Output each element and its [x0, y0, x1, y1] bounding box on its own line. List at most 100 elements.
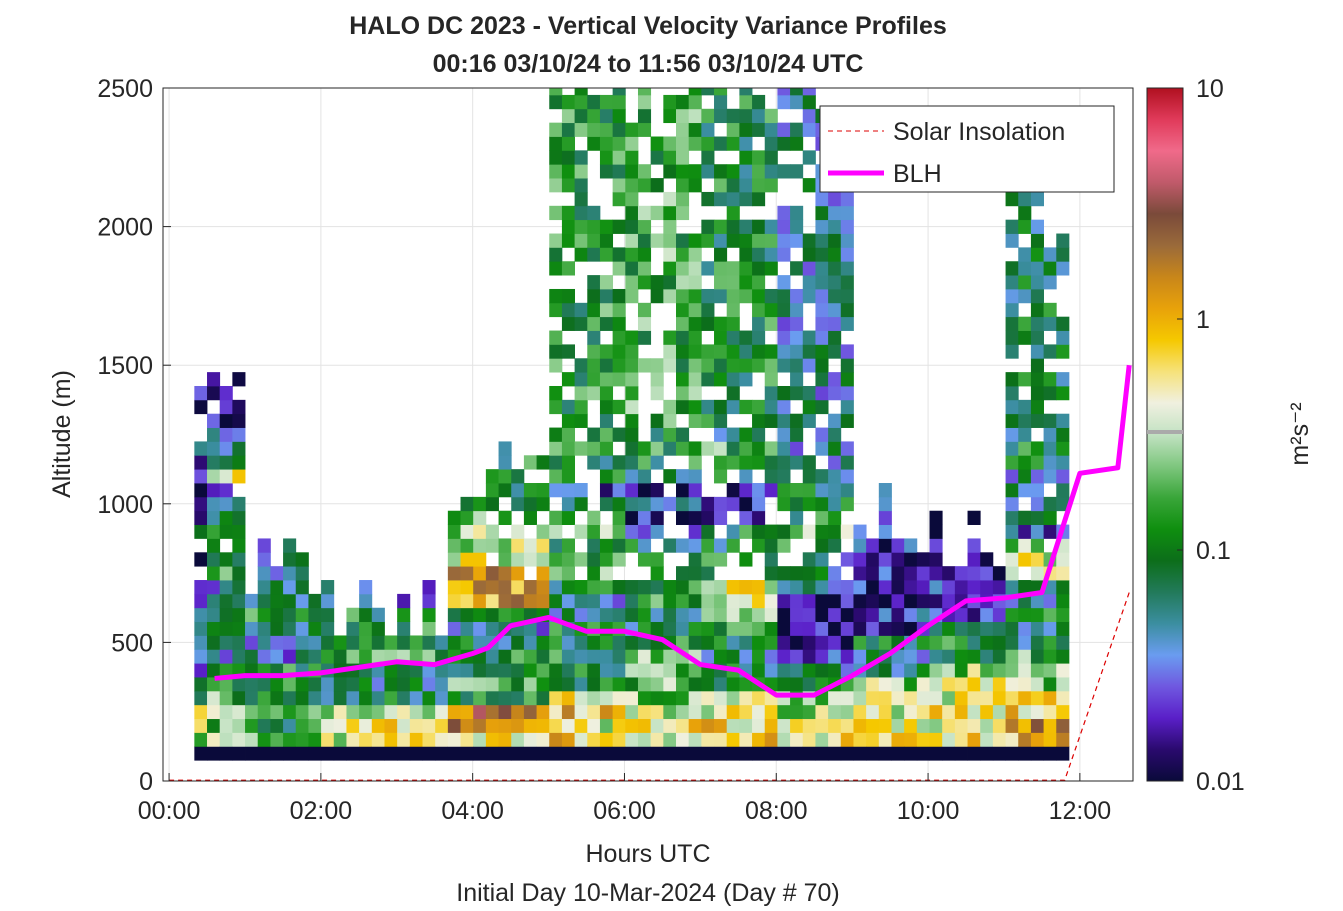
heatmap-cell [790, 344, 804, 359]
heatmap-cell [1018, 649, 1032, 664]
heatmap-cell [1005, 718, 1019, 733]
heatmap-cell [650, 690, 664, 706]
heatmap-cell [257, 649, 271, 664]
heatmap-cell [828, 344, 842, 359]
heatmap-cell [980, 566, 994, 581]
heatmap-cell [726, 372, 740, 387]
heatmap-cell [739, 524, 753, 539]
heatmap-cell [828, 580, 842, 595]
heatmap-cell [714, 372, 728, 387]
heatmap-cell [1056, 330, 1070, 345]
heatmap-cell [587, 510, 601, 525]
heatmap-cell [523, 593, 537, 609]
heatmap-cell [587, 524, 601, 539]
heatmap-cell [752, 344, 766, 359]
heatmap-cell [1043, 593, 1057, 609]
heatmap-cell [422, 580, 436, 595]
heatmap-cell [1030, 455, 1044, 470]
heatmap-cell [625, 718, 639, 733]
heatmap-cell [764, 469, 778, 484]
heatmap-cell [460, 607, 474, 623]
heatmap-cell [587, 441, 601, 456]
heatmap-cell [954, 677, 968, 692]
heatmap-cell [802, 580, 816, 595]
heatmap-cell [853, 580, 867, 595]
heatmap-cell [1030, 718, 1044, 733]
heatmap-cell [1043, 649, 1057, 664]
heatmap-cell [574, 496, 588, 512]
x-axis-ticks: 00:00 02:00 04:00 06:00 08:00 10:00 12:00 [138, 773, 1111, 825]
heatmap-cell [840, 469, 854, 484]
heatmap-cell [663, 580, 677, 595]
heatmap-cell [701, 746, 715, 761]
heatmap-cell [840, 690, 854, 706]
heatmap-cell [815, 635, 829, 650]
heatmap-cell [701, 136, 715, 151]
heatmap-cell [574, 316, 588, 331]
heatmap-cell [942, 718, 956, 733]
heatmap-cell [511, 607, 525, 623]
heatmap-cell [447, 746, 461, 761]
heatmap-cell [663, 663, 677, 678]
heatmap-cell [942, 580, 956, 595]
heatmap-cell [828, 607, 842, 623]
heatmap-cell [802, 178, 816, 193]
heatmap-cell [739, 330, 753, 345]
heatmap-cell [1018, 690, 1032, 706]
heatmap-cell [688, 524, 702, 539]
heatmap-cell [549, 261, 563, 276]
heatmap-cell [599, 704, 614, 720]
heatmap-cell [650, 385, 664, 401]
heatmap-cell [447, 524, 461, 539]
heatmap-cell [637, 108, 652, 124]
heatmap-cell [815, 302, 829, 318]
heatmap-cell [207, 441, 221, 456]
y-tick-label: 500 [111, 629, 153, 657]
heatmap-cell [980, 552, 994, 567]
heatmap-cell [676, 566, 690, 581]
heatmap-cell [815, 358, 829, 373]
heatmap-cell [688, 316, 702, 331]
heatmap-cell [739, 496, 753, 512]
heatmap-cell [422, 635, 436, 650]
heatmap-cell [650, 510, 664, 525]
heatmap-cell [270, 635, 284, 650]
heatmap-cell [1018, 275, 1032, 290]
heatmap-cell [397, 718, 411, 733]
heatmap-cell [954, 718, 968, 733]
heatmap-cell [726, 649, 740, 664]
heatmap-cell [549, 302, 563, 318]
heatmap-cell [523, 552, 537, 567]
heatmap-cell [219, 621, 233, 636]
heatmap-cell [764, 746, 778, 761]
heatmap-cell [207, 469, 221, 484]
heatmap-cell [574, 122, 588, 137]
heatmap-cell [612, 164, 626, 179]
heatmap-cell [777, 455, 791, 470]
heatmap-cell [688, 593, 702, 609]
heatmap-cell [676, 469, 690, 484]
heatmap-cell [625, 164, 639, 179]
heatmap-cell [270, 607, 284, 623]
heatmap-cell [764, 399, 778, 415]
x-tick-label: 00:00 [138, 797, 201, 825]
heatmap-cell [802, 261, 816, 276]
heatmap-cell [676, 372, 690, 387]
heatmap-cell [802, 649, 816, 664]
heatmap-cell [1056, 483, 1070, 498]
heatmap-cell [701, 538, 715, 553]
heatmap-cell [561, 538, 576, 553]
heatmap-cell [929, 635, 943, 650]
x-tick-label: 08:00 [745, 797, 808, 825]
heatmap-cell [574, 205, 588, 221]
heatmap-cell [790, 88, 804, 96]
heatmap-cell [663, 718, 677, 733]
heatmap-cell [498, 593, 512, 609]
heatmap-cell [1005, 399, 1019, 415]
heatmap-cell [726, 580, 740, 595]
heatmap-cell [688, 677, 702, 692]
heatmap-cell [1005, 330, 1019, 345]
heatmap-cell [194, 455, 208, 470]
heatmap-cell [1005, 413, 1019, 428]
